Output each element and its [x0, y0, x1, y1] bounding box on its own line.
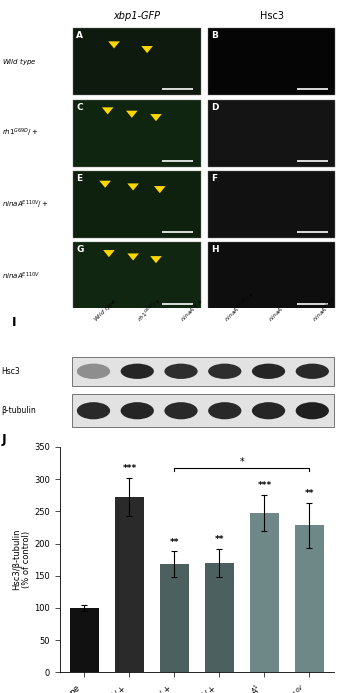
- Text: $\it{ninaA}$$^{E110V}$$\it{/+}$: $\it{ninaA}$$^{E110V}$$\it{/+}$: [223, 289, 258, 324]
- Bar: [160, 564, 189, 672]
- Text: E: E: [76, 174, 82, 183]
- Bar: [208, 28, 335, 96]
- Ellipse shape: [252, 364, 285, 379]
- Text: **: **: [215, 535, 224, 544]
- Text: $\it{rh1}$$^{G69D}$$\it{/+}$: $\it{rh1}$$^{G69D}$$\it{/+}$: [2, 127, 38, 139]
- Polygon shape: [103, 250, 115, 257]
- Polygon shape: [108, 42, 120, 49]
- Ellipse shape: [121, 402, 154, 419]
- Polygon shape: [141, 46, 153, 53]
- Bar: [72, 356, 334, 386]
- Bar: [70, 608, 99, 672]
- Text: J: J: [2, 434, 7, 446]
- Text: **: **: [305, 489, 314, 498]
- Text: $\it{ninaA}$$^{E110V}$: $\it{ninaA}$$^{E110V}$: [310, 295, 340, 324]
- Text: ***: ***: [122, 464, 136, 473]
- Polygon shape: [99, 181, 111, 188]
- Text: $\it{Wild\ type}$: $\it{Wild\ type}$: [2, 56, 36, 67]
- Text: *: *: [240, 457, 244, 467]
- Text: F: F: [211, 174, 217, 183]
- Bar: [208, 100, 335, 167]
- Text: I: I: [12, 317, 16, 329]
- Text: **: **: [170, 538, 179, 547]
- Bar: [73, 243, 201, 310]
- Text: Hsc3: Hsc3: [2, 367, 20, 376]
- Ellipse shape: [296, 364, 329, 379]
- Text: B: B: [211, 31, 218, 40]
- Polygon shape: [127, 184, 139, 191]
- Ellipse shape: [77, 364, 110, 379]
- Text: C: C: [76, 103, 83, 112]
- Text: $\it{ninaA}$$^{E110V}$: $\it{ninaA}$$^{E110V}$: [2, 270, 40, 281]
- Bar: [295, 525, 324, 672]
- Bar: [250, 513, 279, 672]
- Ellipse shape: [252, 402, 285, 419]
- Polygon shape: [150, 114, 162, 121]
- Text: H: H: [211, 245, 218, 254]
- Ellipse shape: [121, 364, 154, 379]
- Text: β-tubulin: β-tubulin: [2, 406, 36, 415]
- Ellipse shape: [296, 402, 329, 419]
- Bar: [205, 563, 234, 672]
- Bar: [115, 497, 144, 672]
- Ellipse shape: [164, 402, 198, 419]
- Polygon shape: [150, 256, 162, 263]
- Text: ***: ***: [257, 481, 271, 490]
- Text: $\it{ninaA}$$^{1}$$\it{/+}$: $\it{ninaA}$$^{1}$$\it{/+}$: [179, 297, 206, 324]
- Text: $\it{Wild\ type}$: $\it{Wild\ type}$: [91, 297, 119, 324]
- Text: $\it{rh1}$$^{G69D}$$\it{/+}$: $\it{rh1}$$^{G69D}$$\it{/+}$: [135, 295, 164, 324]
- Polygon shape: [127, 254, 139, 261]
- Bar: [208, 243, 335, 310]
- Ellipse shape: [164, 364, 198, 379]
- Text: xbp1-GFP: xbp1-GFP: [114, 11, 160, 21]
- Polygon shape: [154, 186, 166, 193]
- Polygon shape: [102, 107, 114, 114]
- Text: $\it{ninaA}$$^{1}$: $\it{ninaA}$$^{1}$: [266, 303, 288, 324]
- Bar: [73, 28, 201, 96]
- Text: A: A: [76, 31, 83, 40]
- Text: D: D: [211, 103, 218, 112]
- Bar: [208, 171, 335, 238]
- Text: $\it{ninaA}$$^{E110V}$$\it{/+}$: $\it{ninaA}$$^{E110V}$$\it{/+}$: [2, 198, 48, 211]
- Ellipse shape: [208, 364, 241, 379]
- Ellipse shape: [208, 402, 241, 419]
- Y-axis label: Hsc3/β-tubulin
(% of control): Hsc3/β-tubulin (% of control): [12, 529, 31, 590]
- Ellipse shape: [77, 402, 110, 419]
- Text: Hsc3: Hsc3: [260, 11, 284, 21]
- Bar: [73, 100, 201, 167]
- Bar: [72, 394, 334, 427]
- Polygon shape: [126, 111, 138, 118]
- Bar: [73, 171, 201, 238]
- Text: G: G: [76, 245, 84, 254]
